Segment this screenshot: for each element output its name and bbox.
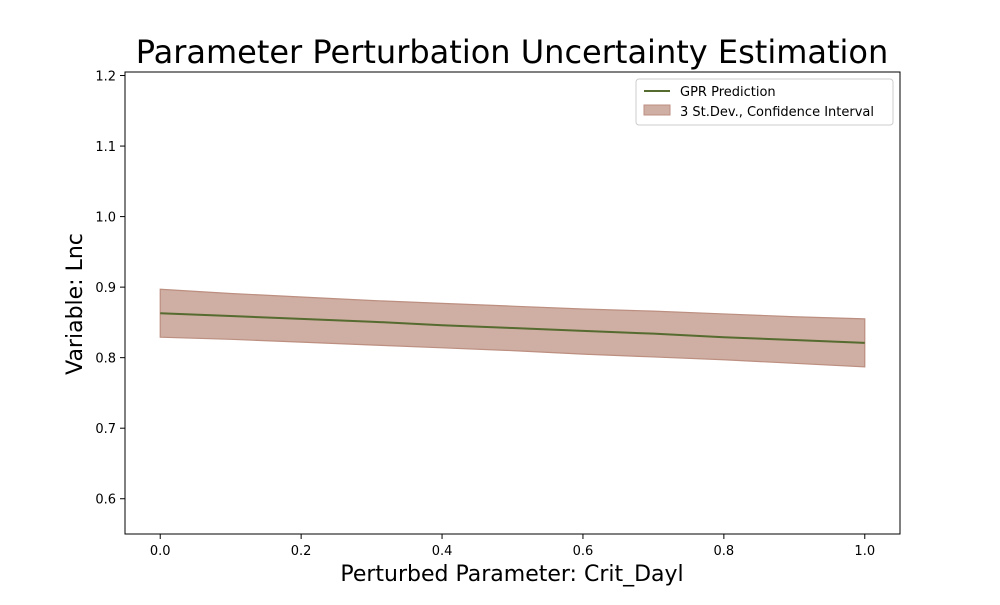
- legend-label-prediction: GPR Prediction: [680, 85, 776, 100]
- y-tick-label: 0.7: [95, 422, 116, 437]
- x-axis-label: Perturbed Parameter: Crit_Dayl: [340, 562, 683, 587]
- prediction-line: [160, 312, 865, 344]
- chart-title: Parameter Perturbation Uncertainty Estim…: [136, 33, 889, 71]
- plot-frame: [124, 71, 901, 535]
- y-tick-label: 1.1: [95, 140, 116, 155]
- x-tick-label: 0.8: [714, 544, 735, 559]
- x-tick-label: 1.0: [854, 544, 875, 559]
- plot-area: 0.0 0.2 0.4 0.6 0.8 1.0 0.6 0.7 0.8 0.9 1.0 1.1 1.2 G…: [95, 70, 901, 559]
- legend-box: [635, 78, 894, 126]
- y-tick-label: 0.8: [95, 352, 116, 367]
- x-tick-label: 0.4: [432, 544, 453, 559]
- y-tick-label: 1.2: [95, 70, 116, 85]
- x-tick-label: 0.6: [573, 544, 594, 559]
- y-tick-label: 0.6: [95, 493, 116, 508]
- legend-band-swatch: [643, 104, 671, 116]
- y-tick-label: 0.9: [95, 281, 116, 296]
- y-axis-label: Variable: Lnc: [63, 233, 88, 375]
- x-tick-label: 0.0: [150, 544, 171, 559]
- x-tick-label: 0.2: [291, 544, 312, 559]
- y-tick-label: 1.0: [95, 211, 116, 226]
- legend-label-confidence: 3 St.Dev., Confidence Interval: [680, 105, 874, 120]
